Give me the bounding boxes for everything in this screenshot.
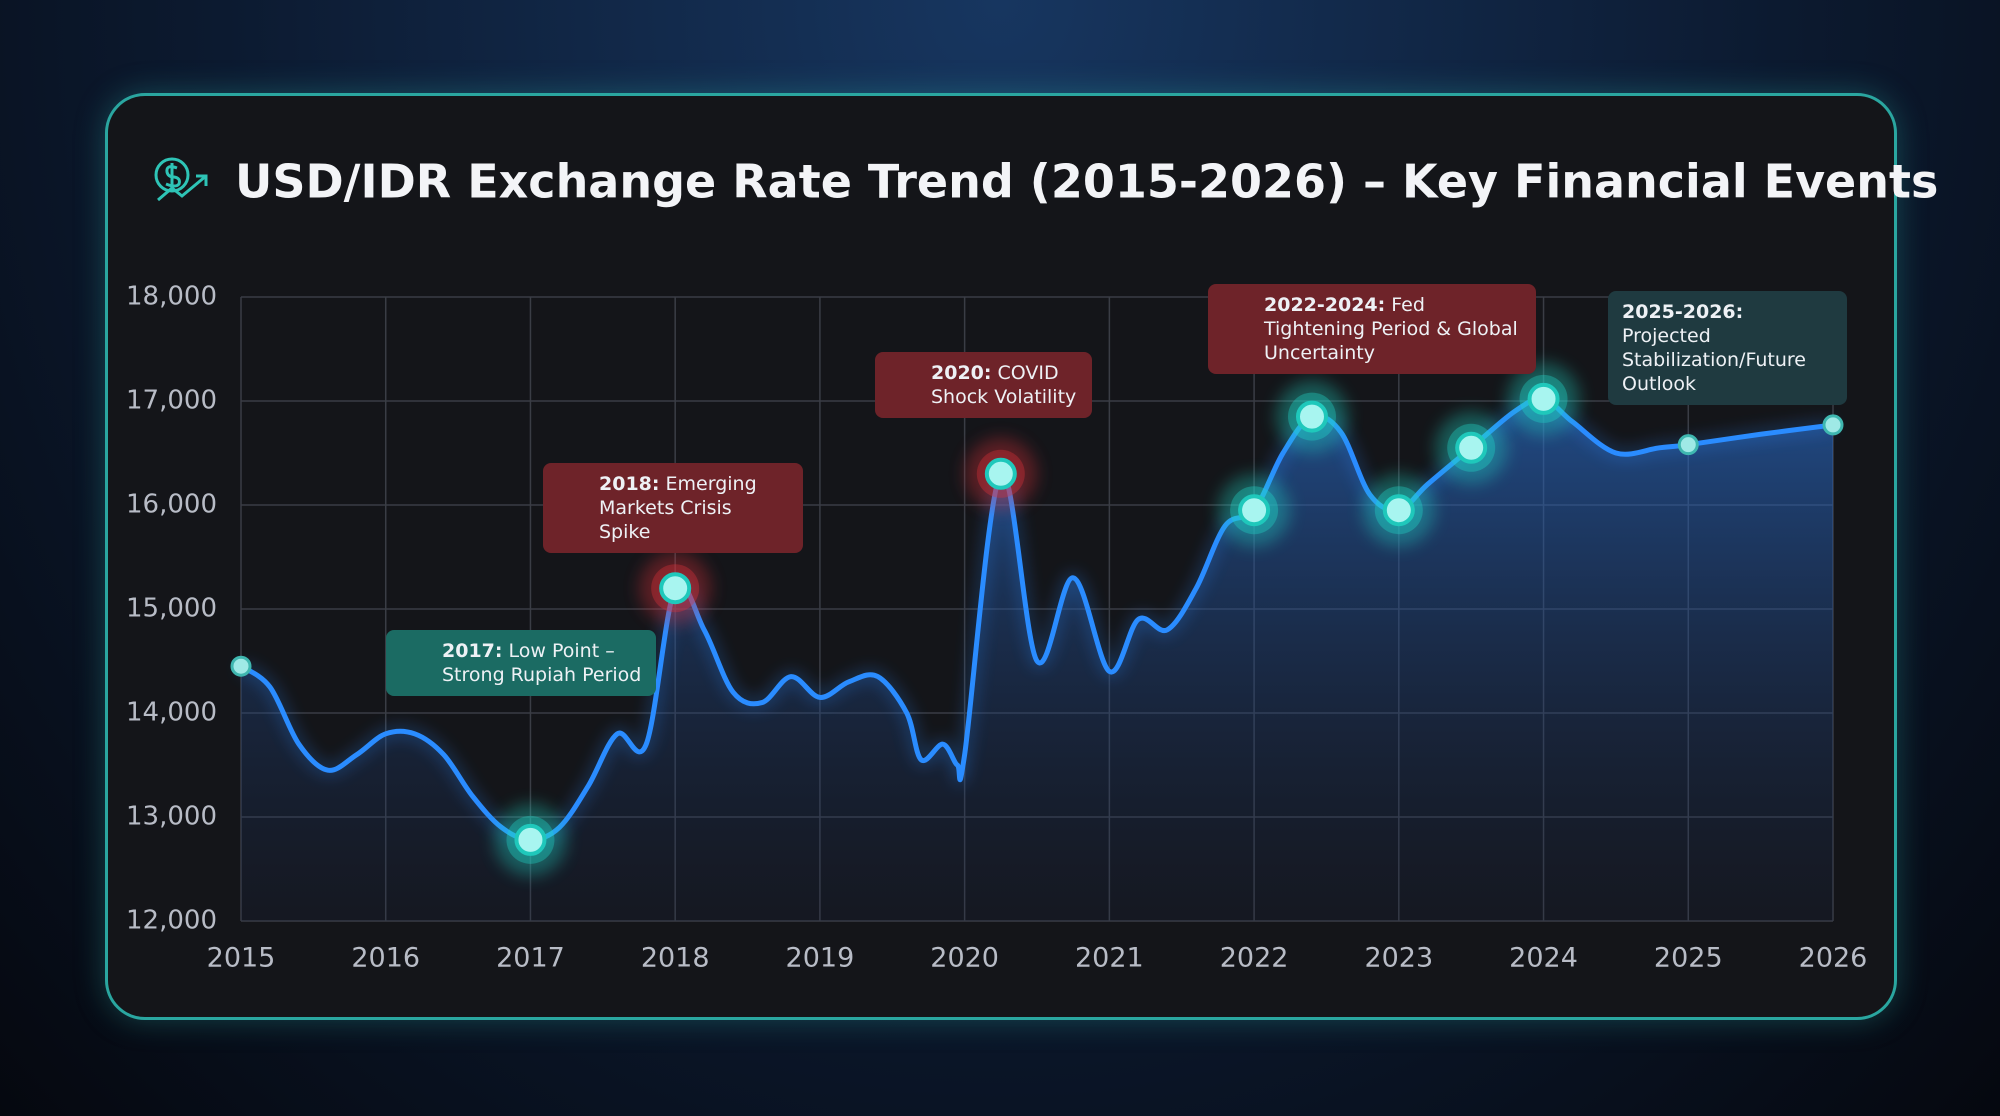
chart-title: USD/IDR Exchange Rate Trend (2015-2026) … — [235, 155, 1938, 209]
marker — [1382, 494, 1415, 527]
x-tick-label: 2015 — [207, 943, 276, 974]
annotation-lead: 2017: — [442, 640, 503, 662]
y-tick-label: 15,000 — [126, 594, 217, 624]
marker — [1295, 400, 1328, 433]
y-tick-label: 17,000 — [126, 386, 217, 416]
marker — [659, 572, 692, 605]
annotation-lead: 2025-2026: — [1622, 301, 1744, 323]
annotation: 2020: COVID Shock Volatility — [875, 352, 1092, 418]
annotation-text: Emerging Markets Crisis Spike — [599, 473, 757, 543]
annotation-text: COVID Shock Volatility — [931, 362, 1077, 408]
marker — [514, 823, 547, 856]
annotation-lead: 2022-2024: — [1264, 294, 1386, 316]
x-tick-label: 2022 — [1220, 943, 1289, 974]
end-marker — [1677, 434, 1699, 456]
y-tick-label: 18,000 — [126, 282, 217, 312]
annotation: 2018: Emerging Markets Crisis Spike — [543, 463, 803, 553]
x-tick-label: 2025 — [1654, 943, 1723, 974]
x-tick-label: 2024 — [1509, 943, 1578, 974]
annotation-text: Projected Stabilization/Future Outlook — [1622, 325, 1806, 395]
y-tick-label: 14,000 — [126, 698, 217, 728]
y-tick-label: 16,000 — [126, 490, 217, 520]
x-tick-label: 2021 — [1075, 943, 1144, 974]
y-tick-label: 13,000 — [126, 802, 217, 832]
end-marker — [230, 655, 252, 677]
x-tick-label: 2016 — [351, 943, 420, 974]
annotation: 2025-2026: Projected Stabilization/Futur… — [1608, 291, 1847, 405]
end-marker — [1822, 414, 1844, 436]
x-tick-label: 2020 — [930, 943, 999, 974]
x-tick-label: 2026 — [1799, 943, 1868, 974]
annotation-text: Fed Tightening Period & Global Uncertain… — [1264, 294, 1518, 364]
x-tick-label: 2018 — [641, 943, 710, 974]
area — [241, 398, 1833, 921]
annotation-lead: 2020: — [931, 362, 992, 384]
marker — [1238, 494, 1271, 527]
x-tick-label: 2017 — [496, 943, 565, 974]
title-icon — [154, 157, 208, 202]
x-tick-label: 2019 — [786, 943, 855, 974]
annotation-text: Low Point – Strong Rupiah Period — [442, 640, 642, 686]
annotation-lead: 2018: — [599, 473, 660, 495]
x-tick-label: 2023 — [1364, 943, 1433, 974]
annotation: 2022-2024: Fed Tightening Period & Globa… — [1208, 284, 1536, 374]
marker — [1527, 382, 1560, 415]
y-tick-label: 12,000 — [126, 906, 217, 936]
annotation: 2017: Low Point – Strong Rupiah Period — [386, 630, 656, 696]
marker — [984, 457, 1017, 490]
marker — [1455, 431, 1488, 464]
